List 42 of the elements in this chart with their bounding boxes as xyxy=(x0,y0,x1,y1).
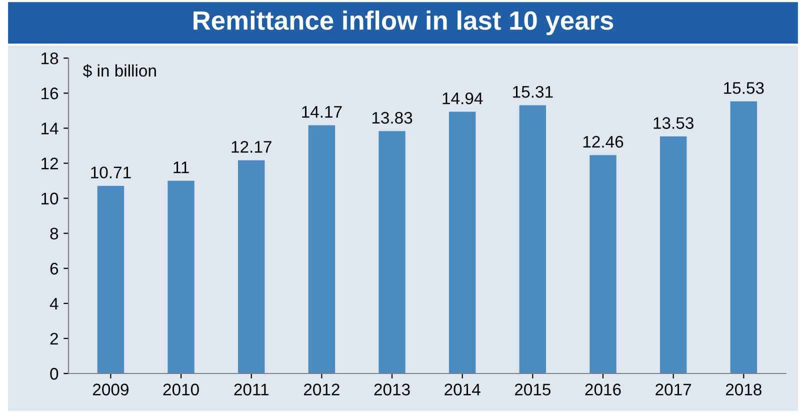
y-tick-label: 4 xyxy=(50,298,58,310)
data-label: 15.31 xyxy=(513,86,553,98)
x-tick-label: 2011 xyxy=(234,384,268,396)
bar xyxy=(168,180,194,374)
data-label: 15.53 xyxy=(724,82,764,94)
bar xyxy=(378,131,406,374)
data-label: 14.94 xyxy=(442,92,483,104)
y-tick-label: 2 xyxy=(50,332,58,344)
y-tick-label: 8 xyxy=(50,228,58,240)
data-label: 10.71 xyxy=(91,166,131,178)
x-tick-label: 2009 xyxy=(93,384,128,396)
x-tick-label: 2018 xyxy=(726,384,762,396)
x-tick-label: 2010 xyxy=(163,384,199,396)
data-label: 12.17 xyxy=(232,140,272,153)
bar xyxy=(519,105,546,374)
bar xyxy=(97,186,124,374)
bar xyxy=(730,101,758,374)
x-tick-label: 2016 xyxy=(585,384,621,396)
y-tick-label: 10 xyxy=(42,192,58,204)
x-tick-label: 2012 xyxy=(304,384,340,396)
data-label: 13.53 xyxy=(654,117,694,129)
chart-title: Remittance inflow in last 10 years xyxy=(194,10,614,36)
x-tick-label: 2014 xyxy=(444,384,480,396)
data-label: 12.46 xyxy=(583,136,624,148)
data-label: 14.17 xyxy=(302,106,342,118)
y-tick-label: 6 xyxy=(50,262,58,275)
bar xyxy=(590,155,616,374)
x-tick-label: 2017 xyxy=(656,384,692,396)
data-label: 13.83 xyxy=(372,112,412,124)
bar xyxy=(448,112,476,374)
bar xyxy=(308,125,336,374)
y-tick-label: 16 xyxy=(42,88,58,100)
annotation: $ in billion xyxy=(83,64,156,78)
y-tick-label: 14 xyxy=(42,122,58,134)
y-tick-label: 0 xyxy=(50,368,58,380)
data-label: 11 xyxy=(174,162,189,174)
y-tick-label: 18 xyxy=(42,52,58,64)
bar xyxy=(238,160,265,374)
x-tick-label: 2013 xyxy=(374,384,410,396)
x-tick-label: 2015 xyxy=(514,384,551,396)
y-tick-label: 12 xyxy=(42,158,58,170)
bar xyxy=(660,136,687,374)
